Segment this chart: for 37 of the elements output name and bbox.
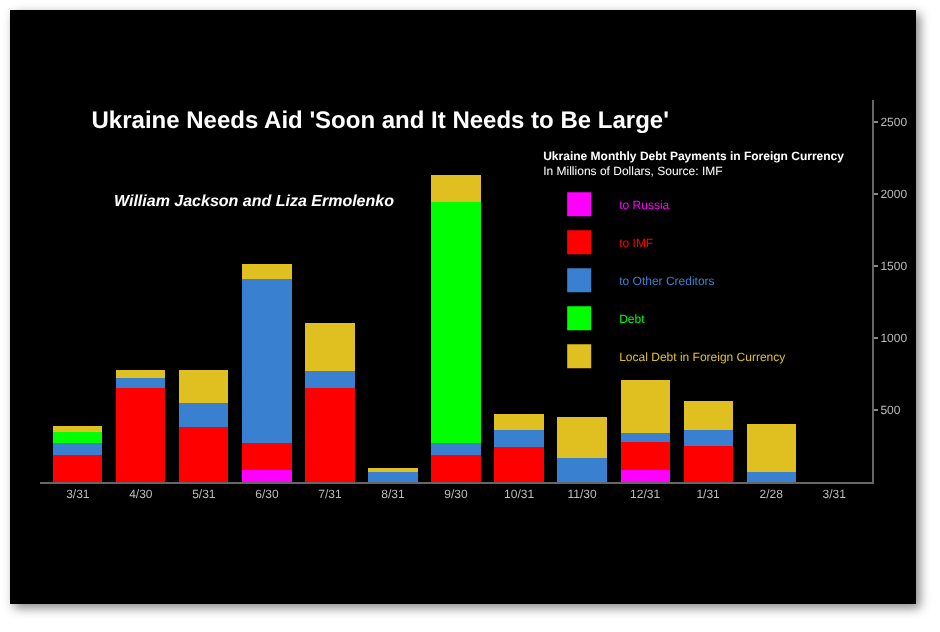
bar — [431, 443, 481, 455]
bar — [53, 431, 103, 444]
bar — [746, 471, 796, 482]
bar — [557, 417, 607, 458]
text: William Jackson and Liza Ermolenko — [114, 192, 395, 210]
bar — [305, 388, 355, 482]
bar — [494, 447, 544, 482]
bar — [179, 369, 229, 403]
bar — [557, 457, 607, 482]
bar — [242, 278, 292, 444]
bar — [116, 369, 166, 379]
bar — [683, 401, 733, 431]
bar — [179, 402, 229, 428]
bar — [431, 454, 481, 482]
bar — [494, 414, 544, 431]
bar — [746, 424, 796, 472]
bar — [494, 430, 544, 448]
bar — [242, 443, 292, 471]
bar — [431, 202, 481, 444]
bar — [53, 425, 103, 432]
chart-title: Ukraine Needs Aid 'Soon and It Needs to Be Large' — [91, 106, 670, 135]
bar — [683, 430, 733, 446]
bar — [620, 470, 670, 482]
bar — [620, 432, 670, 442]
bar — [116, 388, 166, 482]
bar — [242, 470, 292, 482]
bar — [431, 174, 481, 203]
bar — [53, 454, 103, 482]
bar — [620, 441, 670, 471]
bar — [179, 427, 229, 482]
bar — [116, 378, 166, 389]
bar — [242, 264, 292, 279]
bar — [620, 379, 670, 433]
bar — [683, 445, 733, 482]
bar — [305, 323, 355, 371]
bar — [305, 371, 355, 389]
bar — [53, 443, 103, 455]
